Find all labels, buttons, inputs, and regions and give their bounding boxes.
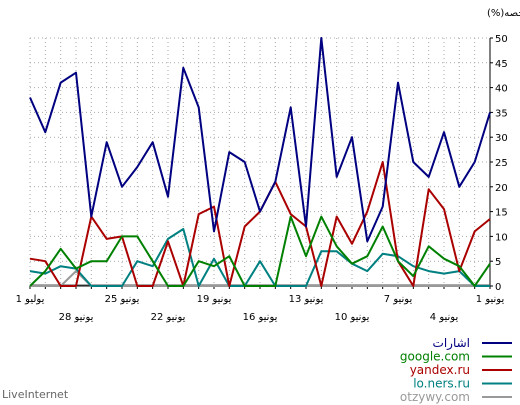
- y-tick-label: 20: [495, 183, 508, 194]
- y-tick-label: 0: [495, 282, 501, 293]
- y-tick-label: 30: [495, 133, 508, 144]
- x-tick-label: 10 يونيو: [335, 312, 370, 323]
- series-lines: [29, 37, 491, 287]
- series-line: [29, 215, 491, 287]
- x-tick-label: 1 يوليو: [16, 294, 45, 305]
- y-tick-label: 5: [495, 257, 501, 268]
- x-tick-label: 7 يونيو: [384, 294, 413, 305]
- grid: [29, 37, 491, 286]
- legend-label: اشارات: [433, 336, 470, 351]
- y-tick-label: 45: [495, 59, 508, 70]
- legend: اشاراتgoogle.comyandex.rulo.ners.ruotzyw…: [400, 336, 512, 404]
- y-axis-title: الحصه(%): [487, 8, 520, 19]
- y-tick-label: 10: [495, 232, 508, 243]
- x-tick-label: 1 يونيو: [476, 294, 505, 305]
- legend-label: google.com: [400, 350, 470, 364]
- y-tick-label: 50: [495, 34, 508, 45]
- legend-label: yandex.ru: [410, 363, 470, 377]
- x-tick-label: 28 يونيو: [59, 312, 94, 323]
- x-tick-label: 25 يونيو: [105, 294, 140, 305]
- x-tick-label: 4 يونيو: [430, 312, 459, 323]
- legend-label: otzywy.com: [400, 390, 470, 404]
- x-ticks: 1 يوليو 25 يونيو 19 يونيو 13 يونيو 7 يونيو 1 …: [16, 286, 505, 323]
- legend-label: lo.ners.ru: [413, 377, 470, 391]
- y-ticks: 0 5 10 15 20 25 30 35 40 45 50: [490, 34, 508, 293]
- y-tick-label: 15: [495, 208, 508, 219]
- y-tick-label: 25: [495, 158, 508, 169]
- x-tick-label: 22 يونيو: [151, 312, 186, 323]
- x-tick-label: 19 يونيو: [197, 294, 232, 305]
- series-line: [29, 228, 490, 287]
- x-tick-label: 13 يونيو: [289, 294, 324, 305]
- y-tick-label: 40: [495, 84, 508, 95]
- x-tick-label: 16 يونيو: [243, 312, 278, 323]
- y-tick-label: 35: [495, 108, 508, 119]
- brand-label: LiveInternet: [2, 388, 69, 401]
- series-line: [29, 37, 491, 243]
